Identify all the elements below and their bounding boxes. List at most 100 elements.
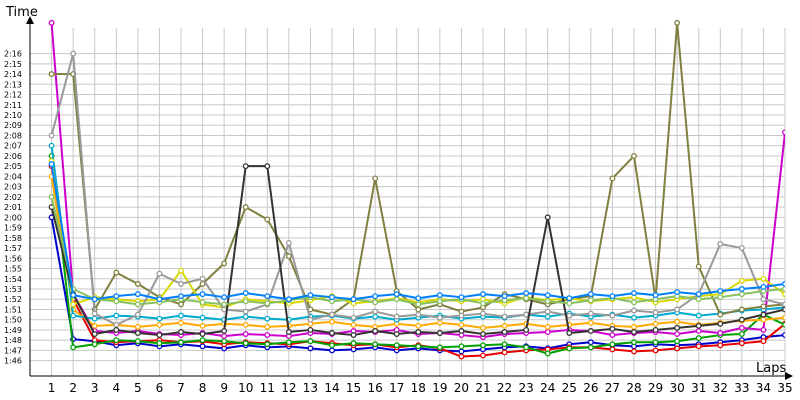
x-tick-label: 34 (756, 381, 771, 395)
series-7 (48, 20, 785, 318)
data-point (134, 291, 141, 298)
data-point (695, 343, 702, 350)
x-axis-title: Laps (756, 361, 786, 376)
y-tick-label: 1:47 (4, 346, 22, 355)
data-point (695, 291, 702, 298)
data-point (113, 269, 120, 276)
series-5 (48, 173, 785, 331)
data-point (760, 311, 767, 318)
data-point (695, 296, 702, 303)
data-point (264, 300, 271, 307)
data-point (501, 293, 508, 300)
x-tick-label: 35 (777, 381, 792, 395)
data-point (436, 330, 443, 336)
data-point (544, 298, 551, 305)
x-tick-label: 12 (281, 381, 296, 395)
data-point (393, 291, 400, 298)
data-point (566, 300, 573, 307)
data-point (221, 301, 228, 308)
data-point (436, 344, 443, 351)
data-point (307, 326, 314, 333)
data-point (738, 316, 745, 323)
data-point (458, 294, 465, 301)
data-point (178, 293, 184, 300)
data-point (91, 331, 98, 337)
y-tick-label: 2:15 (4, 60, 22, 69)
data-point (480, 342, 486, 349)
data-point (329, 330, 335, 336)
x-tick-label: 6 (156, 381, 164, 395)
data-point (134, 338, 141, 345)
data-point (91, 341, 98, 348)
data-point (178, 301, 184, 308)
data-point (458, 328, 465, 334)
data-point (738, 306, 745, 313)
series-10 (48, 163, 785, 339)
x-tick-label: 11 (260, 381, 275, 395)
data-point (587, 297, 594, 304)
data-point (760, 296, 767, 303)
x-tick-label: 8 (199, 381, 207, 395)
data-point (631, 329, 637, 335)
y-tick-label: 1:58 (4, 234, 22, 243)
y-tick-label: 1:52 (4, 295, 22, 304)
data-point (609, 341, 616, 348)
data-point (652, 292, 659, 299)
data-point (738, 324, 745, 331)
data-point (717, 294, 724, 301)
data-point (307, 292, 314, 299)
data-point (782, 321, 785, 328)
y-tick-labels: 1:46 1:471:481:491:50 1:511:521:531:541:55… (4, 50, 22, 366)
data-point (566, 295, 573, 302)
data-point (674, 306, 681, 313)
data-point (178, 267, 184, 274)
data-point (480, 300, 486, 307)
data-point (264, 216, 271, 223)
x-tick-label: 1 (48, 381, 56, 395)
data-point (631, 290, 637, 297)
data-point (631, 323, 637, 330)
data-point (372, 328, 379, 334)
y-tick-label: 2:12 (4, 91, 22, 100)
data-point (264, 341, 271, 348)
data-point (631, 152, 637, 159)
data-point (760, 284, 767, 290)
x-tick-label: 16 (368, 381, 383, 395)
x-tick-label: 13 (303, 381, 318, 395)
y-tick-label: 2:05 (4, 162, 22, 171)
data-point (480, 324, 486, 331)
data-point (782, 286, 785, 292)
data-point (178, 329, 184, 335)
x-axis-arrow (785, 372, 793, 380)
data-point (566, 345, 573, 352)
data-point (264, 332, 271, 339)
data-point (113, 312, 120, 319)
x-tick-label: 23 (519, 381, 534, 395)
y-tick-label: 2:13 (4, 80, 22, 89)
data-point (782, 314, 785, 321)
data-point (458, 321, 465, 328)
data-point (199, 299, 206, 306)
data-point (329, 318, 335, 325)
data-point (134, 323, 141, 330)
data-point (544, 313, 551, 320)
data-point (393, 313, 400, 320)
data-point (372, 299, 379, 306)
y-tick-label: 2:16 (4, 50, 22, 59)
data-point (609, 293, 616, 300)
series-lines (48, 20, 785, 360)
data-point (242, 204, 249, 211)
data-point (566, 312, 573, 319)
data-point (415, 329, 422, 335)
y-tick-label: 1:57 (4, 244, 22, 253)
data-point (48, 132, 55, 139)
data-point (242, 331, 249, 337)
data-point (760, 316, 767, 323)
data-point (501, 322, 508, 329)
data-point (738, 286, 745, 292)
data-point (544, 308, 551, 315)
data-point (307, 338, 314, 345)
data-point (350, 332, 357, 339)
series-12 (48, 161, 785, 303)
data-point (695, 263, 702, 270)
